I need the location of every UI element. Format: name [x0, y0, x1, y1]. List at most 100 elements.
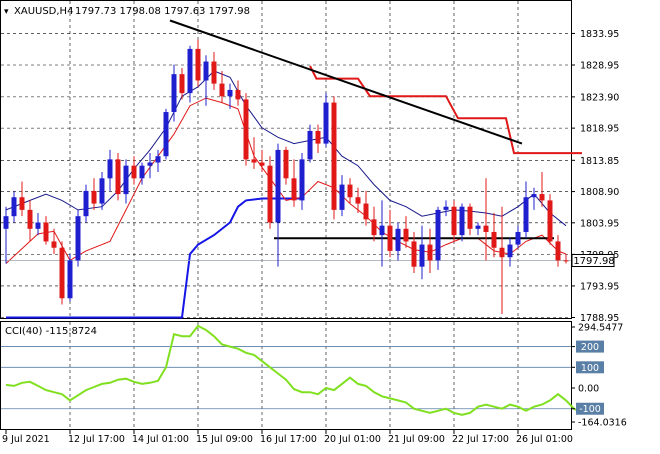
cci-level-badge: [576, 340, 604, 353]
candle-body-bear: [211, 61, 217, 84]
time-tick-label: 21 Jul 09:00: [388, 434, 445, 445]
candle-body-bull: [435, 209, 441, 261]
price-badge-label: 1797.98: [573, 256, 614, 267]
time-tick-label: 22 Jul 17:00: [452, 434, 509, 445]
candle-body-bear: [179, 74, 185, 94]
candle-body-bear: [131, 165, 137, 179]
price-tick-label: 1833.95: [580, 29, 619, 40]
cci-line: [5, 324, 591, 416]
candle-body-bear: [363, 203, 369, 220]
candle-body-bull: [163, 112, 169, 157]
symbol-arrow-icon: ▾: [4, 7, 9, 17]
candle-body-bear: [451, 206, 457, 236]
candle-body-bull: [323, 102, 329, 144]
time-axis: 9 Jul 2021 12 Jul 17:00 14 Jul 01:00 15 Jul…: [2, 430, 573, 445]
candle-body-bear: [499, 247, 505, 258]
candle-body-bull: [523, 197, 529, 232]
ma-slow-line: [5, 70, 567, 227]
cci-tick-label: -164.0316: [578, 418, 627, 429]
candle-body-bull: [3, 216, 9, 229]
candle-body-bull: [531, 194, 537, 198]
candle-body-bear: [547, 200, 553, 242]
candle-body-bear: [235, 89, 241, 100]
candle-body-bull: [83, 190, 89, 217]
cci-series: [1, 324, 591, 416]
candle-body-bull: [35, 222, 41, 229]
price-tick-label: 1793.95: [580, 281, 619, 292]
candle-body-bear: [43, 222, 49, 242]
candle-body-bear: [267, 165, 273, 223]
price-tick-label: 1803.95: [580, 218, 619, 229]
candle-body-bull: [299, 159, 305, 201]
candle-body-bull: [507, 244, 513, 258]
candle-body-bear: [387, 225, 393, 251]
candle-body-bear: [195, 48, 201, 81]
time-tick-label: 12 Jul 17:00: [68, 434, 125, 445]
candle-body-bear: [563, 260, 569, 262]
price-badge: [571, 254, 615, 267]
candle-body-bear: [491, 231, 497, 248]
time-tick-label: 26 Jul 01:00: [516, 434, 573, 445]
candle-body-bull: [171, 74, 177, 113]
candle-body-bear: [243, 99, 249, 160]
candle-body-bear: [539, 194, 545, 201]
candle-body-bear: [371, 219, 377, 236]
candles: [3, 39, 569, 315]
candle-body-bull: [11, 197, 17, 217]
time-tick-label: 16 Jul 17:00: [260, 434, 317, 445]
candle-body-bull: [475, 225, 481, 229]
cci-tick-label: 100: [581, 363, 599, 374]
cci-tick-label: 0.00: [578, 384, 599, 395]
candle-body-bull: [203, 61, 209, 81]
candle-body-bull: [419, 244, 425, 267]
cci-tick-label: 200: [581, 342, 599, 353]
cci-tick-label: 294.5477: [578, 323, 623, 334]
support-line: [6, 197, 302, 319]
candle-body-bear: [291, 178, 297, 201]
resistance-channel-line: [309, 65, 582, 155]
candle-body-bear: [251, 159, 257, 163]
candle-body-bull: [307, 130, 313, 160]
candle-body-bull: [515, 231, 521, 245]
price-axis: 1833.95 1828.95 1823.90 1818.95 1813.85 1808.…: [571, 29, 619, 324]
candle-body-bear: [115, 159, 121, 195]
candle-body-bear: [283, 149, 289, 179]
symbol-label: XAUUSD,H4: [14, 6, 73, 17]
candle-body-bear: [483, 225, 489, 232]
price-tick-label: 1828.95: [580, 61, 619, 72]
candle-body-bull: [123, 165, 129, 195]
candle-body-bear: [411, 241, 417, 267]
candle-body-bear: [347, 184, 353, 198]
time-tick-label: 14 Jul 01:00: [132, 434, 189, 445]
candle-body-bear: [19, 197, 25, 210]
candle-body-bull: [443, 206, 449, 210]
cci-tick-label: -100: [579, 404, 601, 415]
candle-body-bull: [147, 162, 153, 166]
time-tick-label: 20 Jul 01:00: [324, 434, 381, 445]
time-tick-label: 9 Jul 2021: [2, 434, 50, 445]
price-tick-label: 1823.90: [580, 92, 619, 103]
candle-body-bear: [427, 244, 433, 261]
candle-body-bull: [67, 260, 73, 299]
time-tick-label: 15 Jul 09:00: [196, 434, 253, 445]
candle-body-bull: [459, 206, 465, 236]
candle-body-bear: [403, 228, 409, 242]
candle-body-bear: [331, 102, 337, 210]
candle-body-bear: [27, 209, 33, 229]
candle-body-bull: [155, 156, 161, 163]
price-tick-label: 1808.90: [580, 187, 619, 198]
candle-body-bear: [467, 206, 473, 229]
cci-level-badge: [576, 402, 604, 415]
price-tick-label: 1813.85: [580, 156, 619, 167]
candle-body-bull: [75, 216, 81, 261]
ohlc-label: 1797.73 1798.08 1797.63 1797.98: [75, 6, 250, 17]
indicator-label: CCI(40) -115.8724: [5, 326, 97, 337]
candle-body-bear: [259, 162, 265, 166]
candle-body-bear: [315, 130, 321, 144]
candle-body-bear: [59, 247, 65, 299]
candle-body-bull: [107, 159, 113, 179]
candle-body-bear: [555, 241, 561, 261]
candle-body-bull: [379, 225, 385, 236]
candle-body-bull: [339, 184, 345, 210]
candle-body-bear: [219, 83, 225, 97]
